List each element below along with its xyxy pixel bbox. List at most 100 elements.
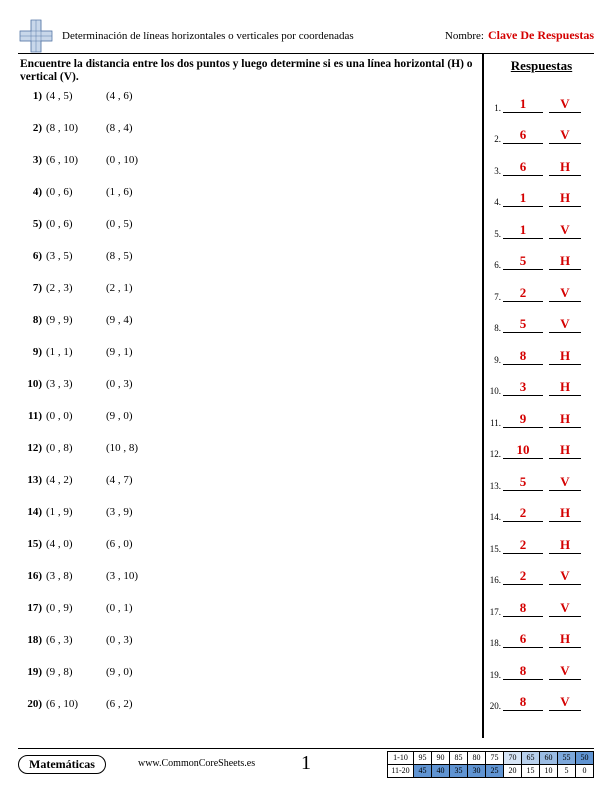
question-row: 20)(6 , 10)(6 , 2) <box>22 698 477 730</box>
answers-column: Respuestas 1.1V2.6V3.6H4.1H5.1V6.5H7.2V8… <box>482 54 594 738</box>
point-2: (6 , 2) <box>106 698 166 710</box>
answer-row: 12.10 H <box>489 428 594 460</box>
answer-hv: H <box>549 348 581 365</box>
question-row: 9)(1 , 1)(9 , 1) <box>22 346 477 378</box>
answer-row: 3.6H <box>489 144 594 176</box>
answer-number: 18. <box>489 638 503 648</box>
score-cell: 35 <box>450 765 468 778</box>
question-row: 7)(2 , 3)(2 , 1) <box>22 282 477 314</box>
point-1: (2 , 3) <box>46 282 106 294</box>
question-list: 1)(4 , 5)(4 , 6)2)(8 , 10)(8 , 4)3)(6 , … <box>18 90 477 730</box>
answer-row: 20.8V <box>489 680 594 712</box>
answer-hv: H <box>549 379 581 396</box>
answer-row: 1.1V <box>489 81 594 113</box>
answer-number: 14. <box>489 512 503 522</box>
answer-hv: V <box>549 127 581 144</box>
question-number: 19) <box>22 666 46 678</box>
answer-distance: 8 <box>503 663 543 680</box>
answer-hv: H <box>549 505 581 522</box>
answer-row: 17.8V <box>489 585 594 617</box>
point-1: (0 , 8) <box>46 442 106 454</box>
question-number: 8) <box>22 314 46 326</box>
score-grid: 1-109590858075706560555011-2045403530252… <box>387 751 594 778</box>
question-row: 5)(0 , 6)(0 , 5) <box>22 218 477 250</box>
answer-number: 15. <box>489 544 503 554</box>
point-1: (9 , 9) <box>46 314 106 326</box>
point-2: (9 , 4) <box>106 314 166 326</box>
point-2: (0 , 10) <box>106 154 166 166</box>
answer-distance: 10 <box>503 442 543 459</box>
score-cell: 70 <box>504 752 522 765</box>
footer: Matemáticas www.CommonCoreSheets.es 1 1-… <box>18 748 594 778</box>
question-row: 18)(6 , 3)(0 , 3) <box>22 634 477 666</box>
answer-number: 12. <box>489 449 503 459</box>
answer-hv: H <box>549 190 581 207</box>
question-row: 12)(0 , 8)(10 , 8) <box>22 442 477 474</box>
question-row: 4)(0 , 6)(1 , 6) <box>22 186 477 218</box>
question-number: 20) <box>22 698 46 710</box>
plus-logo-icon <box>18 18 54 54</box>
answer-distance: 1 <box>503 96 543 113</box>
question-row: 11)(0 , 0)(9 , 0) <box>22 410 477 442</box>
score-cell: 80 <box>468 752 486 765</box>
score-cell: 55 <box>558 752 576 765</box>
answer-number: 6. <box>489 260 503 270</box>
point-1: (3 , 5) <box>46 250 106 262</box>
answer-distance: 8 <box>503 694 543 711</box>
worksheet-page: Determinación de líneas horizontales o v… <box>0 0 612 792</box>
question-row: 19)(9 , 8)(9 , 0) <box>22 666 477 698</box>
answer-hv: H <box>549 159 581 176</box>
point-2: (2 , 1) <box>106 282 166 294</box>
point-2: (8 , 4) <box>106 122 166 134</box>
subject-pill: Matemáticas <box>18 755 106 774</box>
name-label: Nombre: <box>445 30 484 42</box>
answer-number: 8. <box>489 323 503 333</box>
score-cell: 25 <box>486 765 504 778</box>
answer-hv: V <box>549 568 581 585</box>
point-2: (3 , 9) <box>106 506 166 518</box>
answer-distance: 3 <box>503 379 543 396</box>
score-cell: 40 <box>432 765 450 778</box>
score-row-label: 1-10 <box>388 752 414 765</box>
question-row: 13)(4 , 2)(4 , 7) <box>22 474 477 506</box>
answer-number: 17. <box>489 607 503 617</box>
page-number: 1 <box>301 752 311 775</box>
answer-number: 16. <box>489 575 503 585</box>
point-1: (6 , 3) <box>46 634 106 646</box>
score-cell: 10 <box>540 765 558 778</box>
score-cell: 90 <box>432 752 450 765</box>
question-number: 3) <box>22 154 46 166</box>
answer-hv: V <box>549 285 581 302</box>
score-cell: 75 <box>486 752 504 765</box>
question-number: 13) <box>22 474 46 486</box>
answer-distance: 5 <box>503 474 543 491</box>
point-1: (0 , 6) <box>46 186 106 198</box>
question-number: 4) <box>22 186 46 198</box>
answer-number: 1. <box>489 103 503 113</box>
answer-number: 11. <box>489 418 503 428</box>
answer-list: 1.1V2.6V3.6H4.1H5.1V6.5H7.2V8.5V9.8H10.3… <box>489 80 594 711</box>
answer-hv: V <box>549 600 581 617</box>
answer-hv: H <box>549 442 581 459</box>
point-2: (9 , 0) <box>106 666 166 678</box>
answer-distance: 6 <box>503 631 543 648</box>
answer-row: 2.6V <box>489 113 594 145</box>
answer-number: 4. <box>489 197 503 207</box>
score-cell: 45 <box>414 765 432 778</box>
answer-hv: H <box>549 631 581 648</box>
question-number: 1) <box>22 90 46 102</box>
answers-header: Respuestas <box>489 54 594 80</box>
answer-row: 14.2H <box>489 491 594 523</box>
answer-distance: 2 <box>503 568 543 585</box>
point-2: (8 , 5) <box>106 250 166 262</box>
score-cell: 0 <box>576 765 594 778</box>
answer-key-label: Clave De Respuestas <box>488 28 594 43</box>
question-number: 7) <box>22 282 46 294</box>
point-1: (0 , 9) <box>46 602 106 614</box>
point-1: (6 , 10) <box>46 154 106 166</box>
answer-hv: V <box>549 96 581 113</box>
worksheet-title: Determinación de líneas horizontales o v… <box>60 30 445 42</box>
score-row-label: 11-20 <box>388 765 414 778</box>
answer-distance: 8 <box>503 600 543 617</box>
point-1: (3 , 8) <box>46 570 106 582</box>
